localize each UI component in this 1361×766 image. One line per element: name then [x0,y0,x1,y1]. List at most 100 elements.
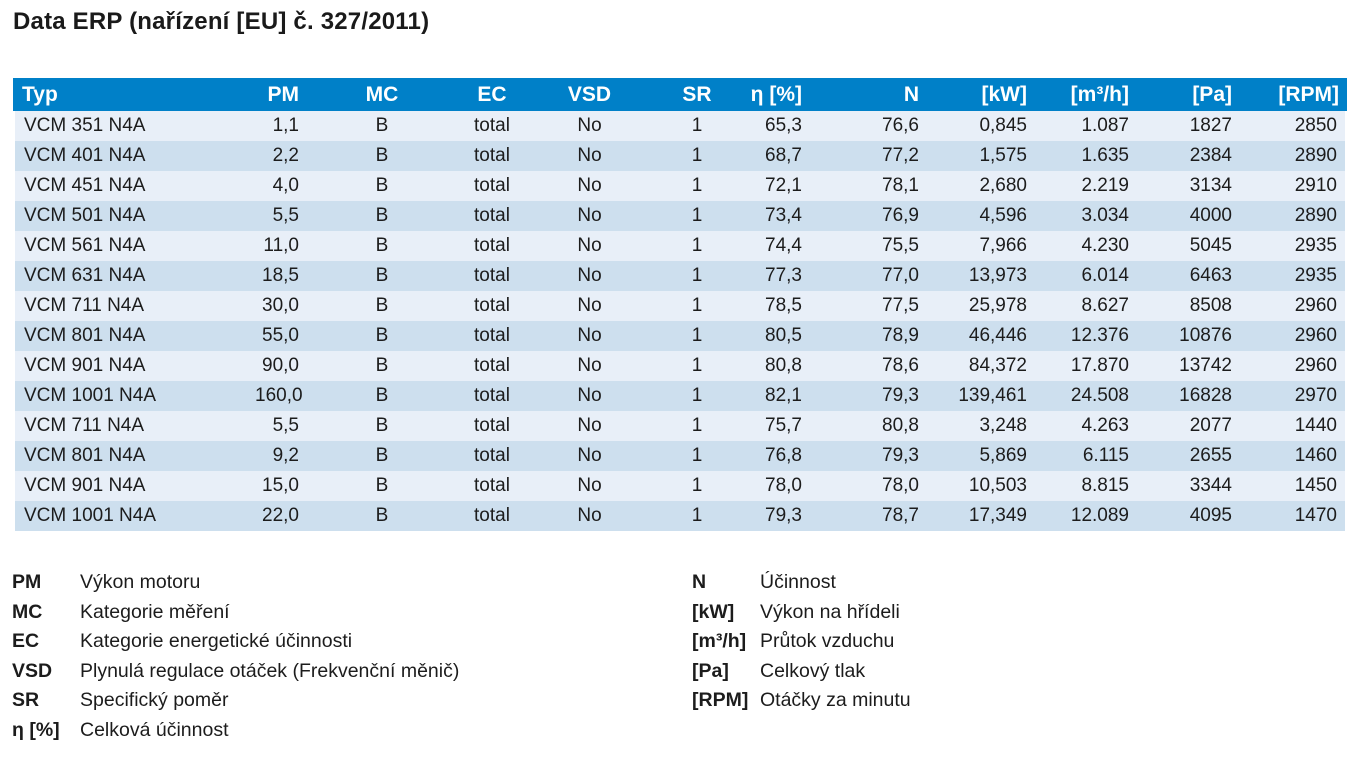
legend-term: PM [12,571,42,593]
table-cell: 17,349 [968,505,1027,526]
table-header: Typ PM MC EC VSD SR η [%] N [kW] [m³/h] [Pa] [RPM] [13,78,1347,111]
table-cell: VCM 801 N4A [11,321,247,351]
table-cell: No [577,355,602,376]
table-cell: 79,3 [882,385,919,406]
legend-term: η [%] [12,718,60,741]
table-cell: 76,9 [882,205,919,226]
table-cell: B [375,445,389,466]
column-header: N [810,78,927,111]
table-cell: total [474,385,510,406]
table-cell: 3.034 [1081,205,1129,226]
table-cell: VCM 401 N4A [11,141,247,171]
table-cell: 12.376 [1070,325,1129,346]
table-cell: 1 [691,415,703,436]
legend-term: MC [12,600,43,623]
table-cell: 79,3 [882,445,919,466]
table-cell: 17.870 [1070,355,1129,376]
legend-term: [RPM] [692,689,749,711]
table-cell: 3344 [1189,475,1232,496]
column-header: VSD [527,78,652,111]
table-cell: 9,2 [272,445,299,466]
legend-row: N Účinnost [692,568,911,598]
table-cell: 77,5 [882,295,919,316]
table-cell: 8508 [1189,295,1232,316]
legend-term: VSD [12,659,53,682]
legend-definition: Výkon na hřídeli [760,600,900,623]
table-cell: VCM 801 N4A [11,441,247,471]
table-cell: VCM 1001 N4A [11,381,247,411]
legend-row: [m³/h] Průtok vzduchu [692,627,911,657]
table-cell: 79,3 [765,505,802,526]
table-cell: total [474,505,510,526]
table-cell: 1,575 [979,145,1027,166]
table-cell: 160,0 [255,385,303,406]
table-cell: 5,5 [272,415,299,436]
table-cell: 8.627 [1081,295,1129,316]
table-cell: 78,1 [882,175,919,196]
table-cell: 13,973 [968,265,1027,286]
table-cell: 1 [691,265,703,286]
column-header: PM [247,78,307,111]
column-header: EC [457,78,527,111]
table-cell: total [474,145,510,166]
column-header: [RPM] [1240,78,1347,111]
table-cell: 1 [691,445,703,466]
table-cell: 68,7 [765,145,802,166]
table-cell: B [375,355,389,376]
table-cell: 3134 [1189,175,1232,196]
legend-definition: Specifický poměr [80,689,229,711]
table-cell: 2890 [1240,141,1349,171]
table-cell: 2.219 [1081,175,1129,196]
table-cell: 1.087 [1081,115,1129,136]
table-cell: 78,0 [882,475,919,496]
table-cell: 12.089 [1070,505,1129,526]
legend-term: EC [12,630,40,652]
table-cell: 24.508 [1070,385,1129,406]
erp-data-table: Typ PM MC EC VSD SR η [%] N [kW] [m³/h] [Pa] [RPM] … [11,78,1349,531]
column-header: [m³/h] [1035,78,1137,111]
table-cell: No [577,505,602,526]
legend-definition: Účinnost [760,571,836,593]
table-cell: VCM 501 N4A [11,201,247,231]
table-cell: 4000 [1189,205,1232,226]
column-header: [kW] [927,78,1035,111]
table-cell: No [577,235,602,256]
table-cell: 1470 [1240,501,1349,531]
table-cell: No [577,445,602,466]
legend-left-column: PM Výkon motoru MC Kategorie měření EC Katego… [12,568,459,745]
legend-term: [m³/h] [692,630,747,652]
table-cell: 1 [691,235,703,256]
table-header-row: Typ PM MC EC VSD SR η [%] N [kW] [m³/h] [Pa] [RPM] [13,78,1347,111]
table-cell: 11,0 [263,235,299,256]
table-cell: B [375,265,389,286]
table-cell: B [375,385,389,406]
table-cell: 78,0 [765,475,802,496]
table-cell: 78,6 [882,355,919,376]
table-cell: 76,6 [882,115,919,136]
table-cell: 2960 [1240,351,1349,381]
table-cell: 90,0 [262,355,299,376]
table-cell: 1.635 [1081,145,1129,166]
legend-definition: Celková účinnost [80,718,229,741]
table-cell: total [474,445,510,466]
table-cell: total [474,475,510,496]
table-cell: 1,1 [272,115,299,136]
table-cell: total [474,415,510,436]
table-cell: No [577,265,602,286]
legend-term: N [692,571,707,593]
table-cell: 82,1 [765,385,802,406]
table-cell: 76,8 [765,445,802,466]
table-cell: 16828 [1179,385,1232,406]
table-cell: total [474,205,510,226]
table-cell: 30,0 [262,295,299,316]
legend-term: SR [12,689,40,711]
table-cell: No [577,475,602,496]
table-cell: 80,5 [765,325,802,346]
